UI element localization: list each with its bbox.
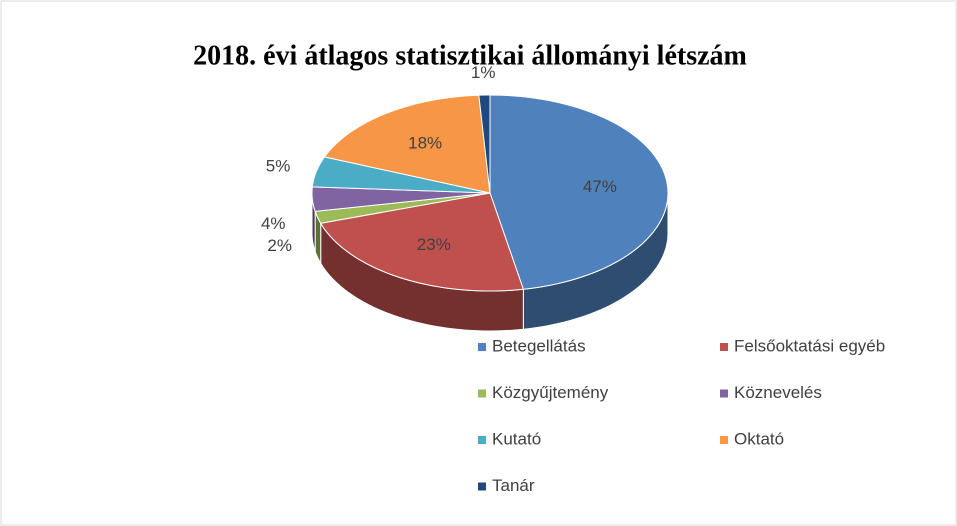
legend-swatch [478, 389, 486, 398]
legend-swatch [478, 482, 486, 491]
pie-slice [478, 94, 491, 194]
legend-label: Tanár [492, 476, 535, 495]
pie-slice [311, 186, 491, 212]
legend-swatch [720, 343, 728, 351]
legend-label: Betegellátás [492, 336, 586, 355]
data-label: 18% [408, 133, 442, 152]
legend-label: Oktató [734, 429, 784, 448]
chart-title: 2018. évi átlagos statisztikai állományi… [193, 40, 747, 71]
pie-slice [323, 94, 491, 194]
legend-label: Közgyűjtemény [492, 383, 609, 402]
legend-swatch [478, 343, 486, 351]
data-label: 2% [267, 236, 292, 255]
data-label: 4% [261, 214, 286, 233]
legend-swatch [720, 389, 728, 398]
legend-swatch [478, 436, 486, 444]
data-label: 23% [417, 235, 451, 254]
legend-label: Kutató [492, 429, 541, 448]
data-label: 47% [583, 177, 617, 196]
data-label: 5% [266, 156, 291, 175]
pie-slice [319, 192, 525, 292]
legend-label: Köznevelés [734, 383, 822, 402]
pie-slice [314, 192, 491, 224]
data-label: 1% [471, 63, 496, 82]
legend-label: Felsőoktatási egyéb [734, 336, 885, 355]
pie-slice [489, 94, 669, 290]
pie-slice [311, 156, 491, 194]
legend-swatch [720, 436, 728, 444]
